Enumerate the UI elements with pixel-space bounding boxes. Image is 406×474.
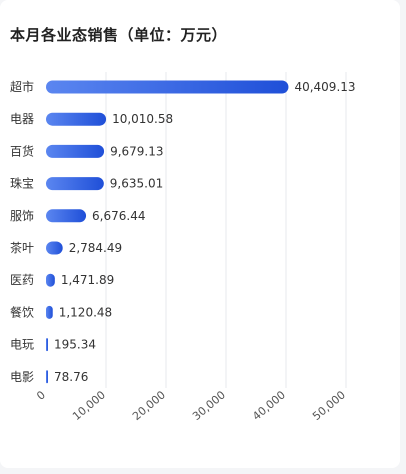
x-tick-label: 20,000 xyxy=(130,388,168,423)
category-label: 超市 xyxy=(10,79,34,94)
category-label: 茶叶 xyxy=(10,240,34,255)
x-tick-label: 30,000 xyxy=(190,388,228,423)
x-tick-label: 50,000 xyxy=(310,388,348,423)
bar xyxy=(46,273,55,287)
x-tick-label: 0 xyxy=(34,388,48,402)
value-label: 78.76 xyxy=(54,370,88,384)
bar xyxy=(46,112,107,126)
value-label: 1,120.48 xyxy=(59,305,112,319)
chart-title: 本月各业态销售（单位：万元） xyxy=(10,26,228,44)
value-label: 6,676.44 xyxy=(92,209,145,223)
x-tick-label: 40,000 xyxy=(250,388,288,423)
value-label: 2,784.49 xyxy=(69,241,122,255)
category-label: 百货 xyxy=(10,143,34,158)
value-label: 40,409.13 xyxy=(294,80,355,94)
value-label: 9,679.13 xyxy=(110,144,163,158)
bar xyxy=(46,241,63,255)
value-label: 1,471.89 xyxy=(61,273,114,287)
bar xyxy=(46,80,289,94)
bar xyxy=(46,144,105,158)
bar xyxy=(46,370,48,384)
chart-card: 本月各业态销售（单位：万元） xyxy=(0,0,400,468)
category-label: 医药 xyxy=(10,273,34,287)
value-label: 9,635.01 xyxy=(110,177,163,191)
category-label: 电器 xyxy=(10,112,34,126)
bar xyxy=(46,209,87,223)
x-tick-label: 10,000 xyxy=(70,388,108,423)
bar xyxy=(46,177,104,191)
category-label: 服饰 xyxy=(10,209,34,223)
category-label: 餐饮 xyxy=(10,304,34,319)
bar xyxy=(46,305,53,319)
category-label: 珠宝 xyxy=(10,177,34,191)
bar xyxy=(46,338,48,352)
value-label: 10,010.58 xyxy=(112,112,173,126)
category-label: 电玩 xyxy=(10,338,34,352)
value-label: 195.34 xyxy=(54,338,96,352)
category-label: 电影 xyxy=(10,370,34,384)
